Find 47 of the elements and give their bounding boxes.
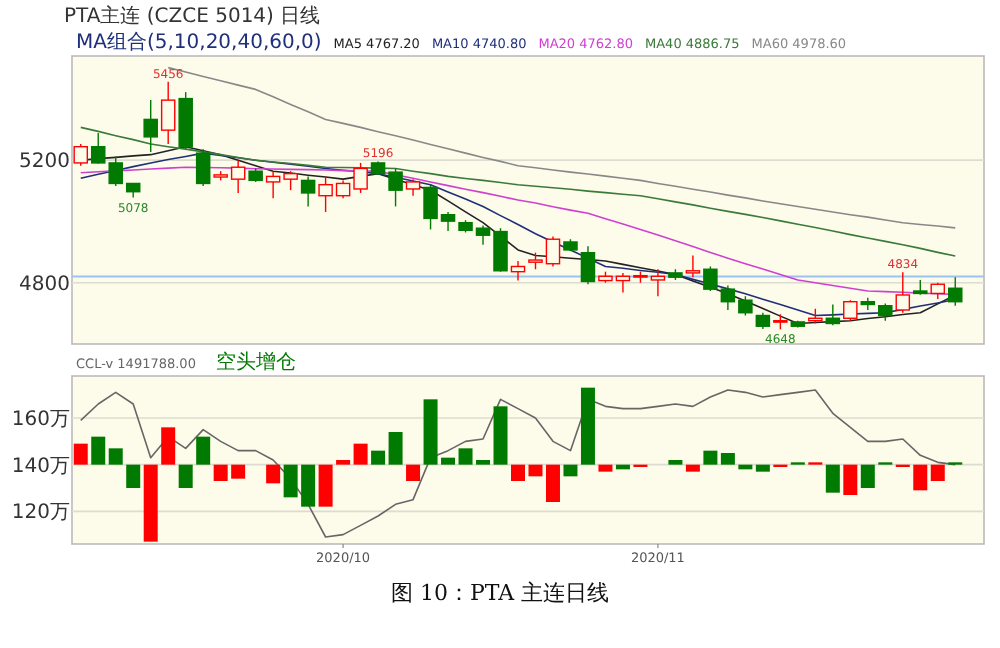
bar	[143, 464, 158, 542]
bar	[563, 464, 578, 477]
candlestick	[843, 299, 858, 322]
bar	[91, 436, 106, 465]
bar	[545, 464, 560, 502]
bar	[161, 427, 176, 465]
bar	[318, 464, 333, 507]
candlestick	[860, 297, 876, 311]
bar	[843, 464, 858, 495]
bar	[493, 406, 508, 465]
bar	[598, 464, 613, 472]
text: 空头增仓	[215, 350, 296, 374]
line-series	[79, 126, 957, 257]
bar	[353, 443, 368, 465]
bar	[266, 464, 281, 484]
bar	[73, 443, 88, 465]
bar	[371, 450, 386, 465]
text: 图 10：PTA 主连日线	[390, 580, 610, 606]
bar	[825, 464, 840, 493]
bar	[703, 450, 718, 465]
candlestick	[195, 148, 211, 187]
bar	[388, 432, 403, 465]
legend-title: MA组合(5,10,20,40,60,0)	[76, 30, 322, 54]
bar	[108, 448, 123, 465]
bar	[580, 387, 595, 465]
bar	[755, 464, 770, 472]
y-tick-label: 160万	[11, 409, 70, 431]
bar	[196, 436, 211, 465]
candlestick	[580, 245, 596, 285]
y-tick-label: 5200	[19, 151, 70, 174]
candlestick	[948, 276, 963, 307]
candlestick	[895, 271, 911, 314]
bar	[126, 464, 141, 488]
candlestick	[143, 99, 158, 153]
bar	[860, 464, 875, 488]
bar	[930, 464, 945, 481]
y-tick-label: 4800	[19, 273, 70, 296]
candlestick	[160, 81, 176, 145]
bar	[720, 453, 735, 465]
bar	[406, 464, 421, 481]
candlestick	[685, 254, 701, 278]
chart-subtitle: PTA主连 (CZCE 5014) 日线	[64, 4, 321, 28]
candlestick	[300, 175, 316, 208]
bar	[685, 464, 700, 472]
y-tick-label: 140万	[11, 455, 70, 478]
bar	[178, 464, 193, 488]
y-tick-label: 120万	[11, 502, 70, 525]
